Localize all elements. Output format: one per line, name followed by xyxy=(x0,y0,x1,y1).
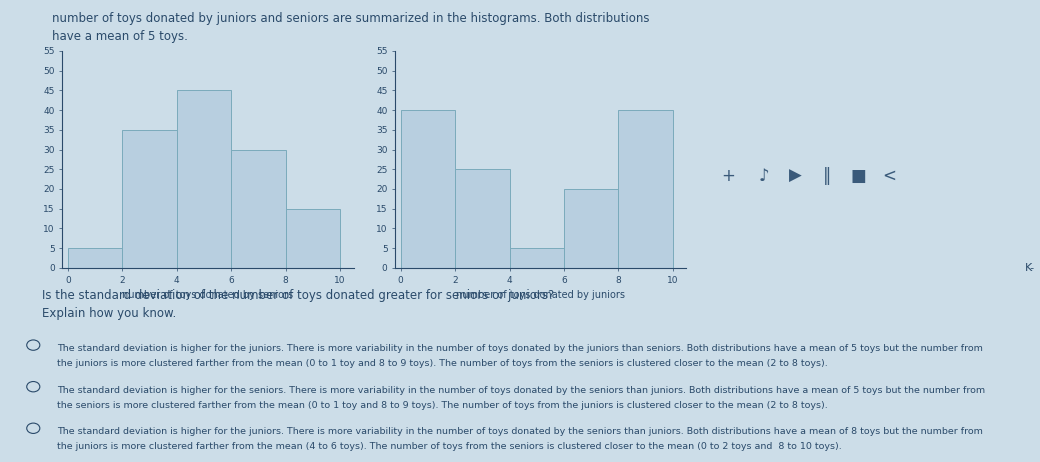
Bar xyxy=(123,130,177,268)
Text: the juniors is more clustered farther from the mean (0 to 1 toy and 8 to 9 toys): the juniors is more clustered farther fr… xyxy=(57,359,828,368)
Text: the seniors is more clustered farther from the mean (0 to 1 toy and 8 to 9 toys): the seniors is more clustered farther fr… xyxy=(57,401,828,409)
Text: ♪: ♪ xyxy=(759,167,770,184)
Text: ■: ■ xyxy=(850,167,866,184)
Bar xyxy=(400,110,456,268)
Bar xyxy=(619,110,673,268)
Bar xyxy=(177,90,231,268)
Text: ‖: ‖ xyxy=(823,167,831,184)
Text: +: + xyxy=(721,167,735,184)
Bar xyxy=(231,150,286,268)
Bar xyxy=(286,209,340,268)
Text: The standard deviation is higher for the juniors. There is more variability in t: The standard deviation is higher for the… xyxy=(57,344,983,353)
Text: number of toys donated by juniors and seniors are summarized in the histograms. : number of toys donated by juniors and se… xyxy=(52,12,650,24)
Bar xyxy=(564,189,619,268)
X-axis label: number of toys donated by seniors: number of toys donated by seniors xyxy=(123,290,293,300)
Text: The standard deviation is higher for the seniors. There is more variability in t: The standard deviation is higher for the… xyxy=(57,386,985,395)
Bar xyxy=(510,248,564,268)
X-axis label: number of toys donated by juniors: number of toys donated by juniors xyxy=(457,290,625,300)
Bar xyxy=(456,169,510,268)
Text: the juniors is more clustered farther from the mean (4 to 6 toys). The number of: the juniors is more clustered farther fr… xyxy=(57,442,842,451)
Text: ▶: ▶ xyxy=(789,167,802,184)
Text: Is the standard deviation of the number of toys donated greater for seniors or j: Is the standard deviation of the number … xyxy=(42,289,554,320)
Text: <: < xyxy=(882,167,896,184)
Text: have a mean of 5 toys.: have a mean of 5 toys. xyxy=(52,30,188,43)
Bar xyxy=(68,248,123,268)
Text: K-: K- xyxy=(1024,263,1035,273)
Text: The standard deviation is higher for the juniors. There is more variability in t: The standard deviation is higher for the… xyxy=(57,427,983,436)
